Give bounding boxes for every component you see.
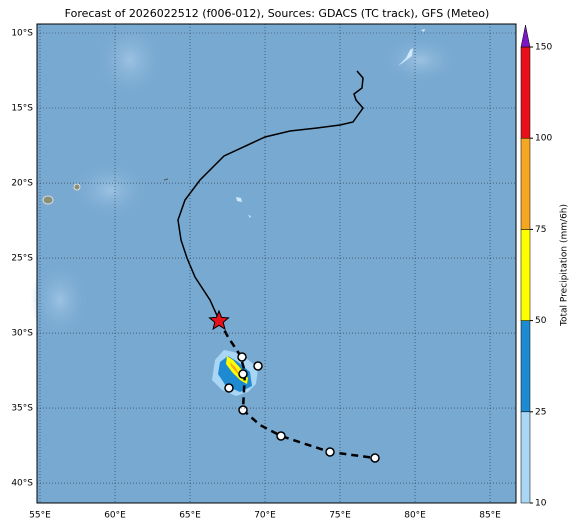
y-tick-label: 30°S bbox=[11, 329, 33, 339]
colorbar-segment bbox=[520, 46, 531, 139]
y-tick-label: 35°S bbox=[11, 404, 33, 414]
colorbar-label: Total Precipitation (mm/6h) bbox=[560, 204, 570, 327]
cloud-patch bbox=[421, 29, 425, 32]
y-tick-label: 10°S bbox=[11, 29, 33, 39]
x-tick-label: 70°E bbox=[254, 511, 276, 521]
x-tick-label: 85°E bbox=[479, 511, 501, 521]
cloud bbox=[95, 20, 165, 100]
y-tick-label: 15°S bbox=[11, 104, 33, 114]
observed-track bbox=[177, 70, 364, 321]
cloud-patch bbox=[248, 215, 251, 218]
cloud-patch bbox=[236, 197, 242, 202]
precipitation bbox=[212, 350, 258, 396]
x-tick-label: 75°E bbox=[329, 511, 351, 521]
current-position bbox=[208, 309, 230, 331]
y-tick-label: 20°S bbox=[11, 179, 33, 189]
x-tick-label: 55°E bbox=[29, 511, 51, 521]
map bbox=[30, 20, 516, 503]
forecast-positions bbox=[224, 352, 380, 463]
colorbar-segment bbox=[520, 229, 531, 321]
forecast-track bbox=[217, 319, 376, 460]
colorbar-tick-label: 50 bbox=[535, 316, 547, 326]
y-tick-label: 25°S bbox=[11, 254, 33, 264]
title: Forecast of 2026022512 (f006-012), Sourc… bbox=[65, 7, 490, 20]
colorbar-tick-label: 75 bbox=[535, 225, 546, 235]
cloud bbox=[70, 160, 150, 220]
x-tick-label: 60°E bbox=[104, 511, 126, 521]
colorbar-tick-label: 150 bbox=[535, 43, 552, 53]
cloud bbox=[380, 35, 460, 85]
island bbox=[42, 195, 54, 205]
map-frame bbox=[36, 23, 517, 504]
colorbar-segment bbox=[520, 137, 531, 230]
x-tick-label: 80°E bbox=[404, 511, 426, 521]
island bbox=[73, 183, 81, 191]
colorbar-extend bbox=[520, 24, 531, 48]
colorbar-segment bbox=[520, 411, 531, 504]
colorbar-tick-label: 25 bbox=[535, 407, 546, 417]
colorbar-segment bbox=[520, 320, 531, 413]
y-tick-label: 40°S bbox=[11, 479, 33, 489]
colorbar-tick-label: 100 bbox=[535, 134, 552, 144]
cloud-patch bbox=[398, 48, 413, 66]
colorbar-tick-label: 10 bbox=[535, 499, 547, 509]
ocean bbox=[37, 24, 516, 503]
cloud bbox=[30, 260, 90, 340]
x-tick-label: 65°E bbox=[179, 511, 201, 521]
island bbox=[163, 178, 169, 181]
